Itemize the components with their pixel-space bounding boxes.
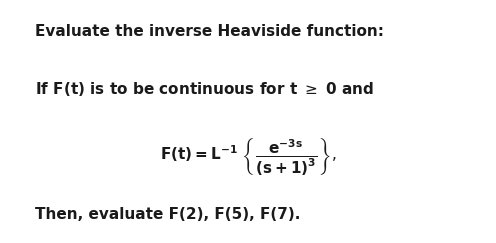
Text: $\mathbf{F(t) = L^{-1}}$ $\mathbf{\left\{\dfrac{e^{-3s}}{(s+1)^3}\right\}}$,: $\mathbf{F(t) = L^{-1}}$ $\mathbf{\left\… (160, 136, 336, 177)
Text: Then, evaluate F(2), F(5), F(7).: Then, evaluate F(2), F(5), F(7). (35, 207, 300, 222)
Text: If F(t) is to be continuous for t $\geq$ 0 and: If F(t) is to be continuous for t $\geq$… (35, 80, 374, 98)
Text: Evaluate the inverse Heaviside function:: Evaluate the inverse Heaviside function: (35, 24, 384, 39)
